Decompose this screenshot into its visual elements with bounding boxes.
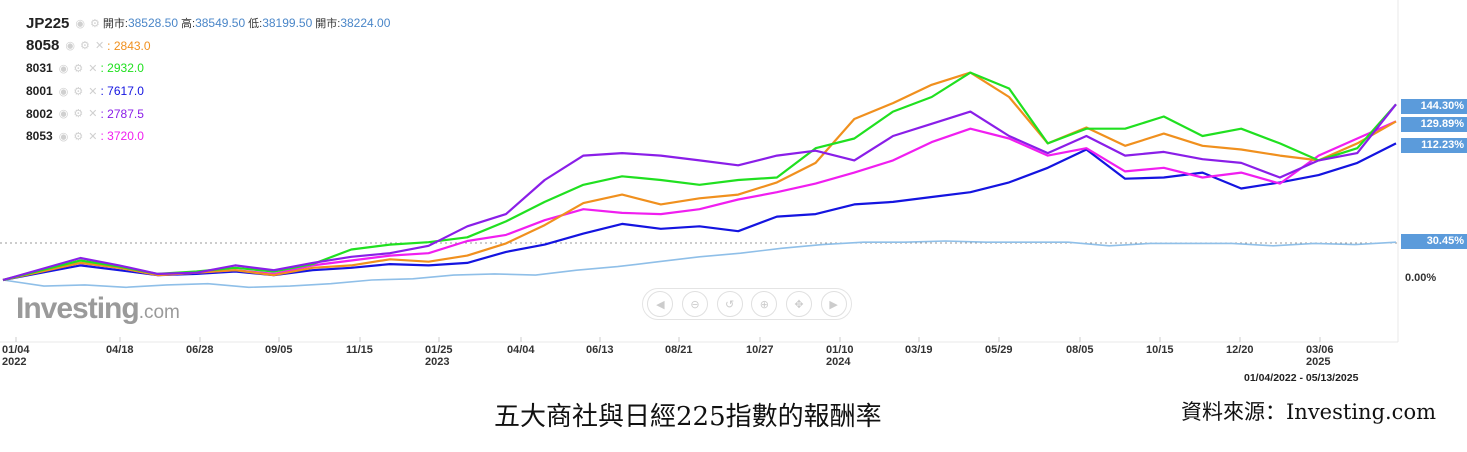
- x-tick-year: 2025: [1306, 356, 1330, 368]
- legend-colon: :: [100, 61, 108, 76]
- price-tag-4: 30.45%: [1401, 234, 1467, 249]
- legend-row: 8053 ◉ ⚙ ✕: 3720.0: [26, 125, 393, 148]
- ohlc-open: 38528.50: [127, 16, 179, 31]
- ohlc-close-label: 開市:: [315, 18, 341, 31]
- legend-symbol[interactable]: 8058: [26, 37, 60, 55]
- reset-icon[interactable]: ↺: [716, 291, 743, 317]
- x-tick-label: 10/15: [1146, 344, 1174, 356]
- legend-value: 7617.0: [107, 84, 144, 99]
- legend-symbol[interactable]: 8053: [26, 129, 53, 144]
- x-tick-label: 06/13: [586, 344, 614, 356]
- legend-value: 2843.0: [113, 38, 151, 53]
- ohlc-open-label: 開市:: [102, 18, 128, 31]
- x-tick-year: 2022: [2, 356, 26, 368]
- move-icon[interactable]: ✥: [785, 291, 812, 317]
- legend-controls-icon[interactable]: ◉ ⚙ ✕: [58, 130, 99, 143]
- legend-controls-icon[interactable]: ◉ ⚙ ✕: [58, 85, 99, 98]
- series-line-8001: [2, 142, 1397, 282]
- legend-row-main: JP225 ◉ ⚙ 開市: 38528.50 高: 38549.50 低: 38…: [26, 12, 393, 35]
- ohlc-high: 38549.50: [195, 16, 246, 31]
- legend-row: 8031 ◉ ⚙ ✕: 2932.0: [26, 57, 393, 80]
- zoom-out-icon[interactable]: ⊖: [681, 291, 708, 317]
- x-tick-label: 01/25: [425, 344, 453, 356]
- source-note: 資料來源：Investing.com: [1181, 400, 1437, 424]
- investing-logo: Investing.com: [16, 292, 180, 325]
- arrow-right-icon[interactable]: ▶: [820, 291, 847, 317]
- series-line-8002: [2, 103, 1397, 282]
- legend-value: 2787.5: [107, 106, 144, 121]
- zero-label: 0.00%: [1405, 272, 1437, 284]
- x-tick-label: 10/27: [746, 344, 774, 356]
- x-tick-year: 2023: [425, 356, 449, 368]
- x-tick-label: 03/19: [905, 344, 933, 356]
- legend-colon: :: [100, 84, 108, 99]
- price-tag-2: 129.89%: [1401, 117, 1467, 132]
- x-tick-label: 03/06: [1306, 344, 1334, 356]
- legend-symbol[interactable]: 8001: [26, 84, 53, 99]
- series-layer: [2, 71, 1397, 289]
- legend-row: 8002 ◉ ⚙ ✕: 2787.5: [26, 102, 393, 125]
- legend-controls-icon[interactable]: ◉ ⚙ ✕: [58, 108, 99, 121]
- legend-controls-icon[interactable]: ◉ ⚙ ✕: [65, 40, 106, 53]
- x-tick-label: 04/18: [106, 344, 134, 356]
- x-tick-label: 05/29: [985, 344, 1013, 356]
- legend-value: 2932.0: [107, 61, 144, 76]
- zoom-in-icon[interactable]: ⊕: [751, 291, 778, 317]
- x-tick-label: 08/05: [1066, 344, 1094, 356]
- x-tick-label: 01/10: [826, 344, 854, 356]
- date-range: 01/04/2022 - 05/13/2025: [1244, 372, 1359, 384]
- x-tick-label: 08/21: [665, 344, 693, 356]
- series-line-8031: [2, 71, 1397, 282]
- series-line-8058: [2, 71, 1397, 282]
- visibility-icon[interactable]: ◉ ⚙: [75, 17, 101, 30]
- ohlc-high-label: 高:: [181, 18, 196, 31]
- x-tick-year: 2024: [826, 356, 851, 368]
- x-tick-label: 01/04: [2, 344, 30, 356]
- series-line-JP225: [2, 240, 1397, 289]
- arrow-left-icon[interactable]: ◀: [647, 291, 674, 317]
- legend-colon: :: [100, 106, 108, 121]
- x-tick-label: 09/05: [265, 344, 293, 356]
- chart-caption: 五大商社與日經225指數的報酬率: [494, 402, 882, 432]
- legend-symbol[interactable]: 8031: [26, 61, 53, 76]
- ohlc-close: 38224.00: [340, 16, 391, 31]
- x-tick-label: 11/15: [346, 344, 373, 356]
- legend-row: 8058 ◉ ⚙ ✕: 2843.0: [26, 35, 393, 58]
- ohlc-low: 38199.50: [262, 16, 313, 31]
- legend-row: 8001 ◉ ⚙ ✕: 7617.0: [26, 80, 393, 103]
- x-tick-label: 12/20: [1226, 344, 1254, 356]
- legend-symbol[interactable]: 8002: [26, 106, 53, 121]
- x-tick-label: 04/04: [507, 344, 535, 356]
- legend-symbol[interactable]: JP225: [26, 14, 70, 32]
- legend-colon: :: [107, 38, 114, 53]
- legend-value: 3720.0: [107, 129, 144, 144]
- legend-colon: :: [100, 129, 108, 144]
- price-tag-1: 144.30%: [1401, 99, 1467, 114]
- x-tick-label: 06/28: [186, 344, 214, 356]
- chart-navigation: ◀ ⊖ ↺ ⊕ ✥ ▶: [642, 288, 852, 320]
- ohlc-low-label: 低:: [248, 18, 263, 31]
- price-tag-3: 112.23%: [1401, 138, 1467, 153]
- legend-controls-icon[interactable]: ◉ ⚙ ✕: [58, 62, 99, 75]
- legend: JP225 ◉ ⚙ 開市: 38528.50 高: 38549.50 低: 38…: [26, 12, 393, 148]
